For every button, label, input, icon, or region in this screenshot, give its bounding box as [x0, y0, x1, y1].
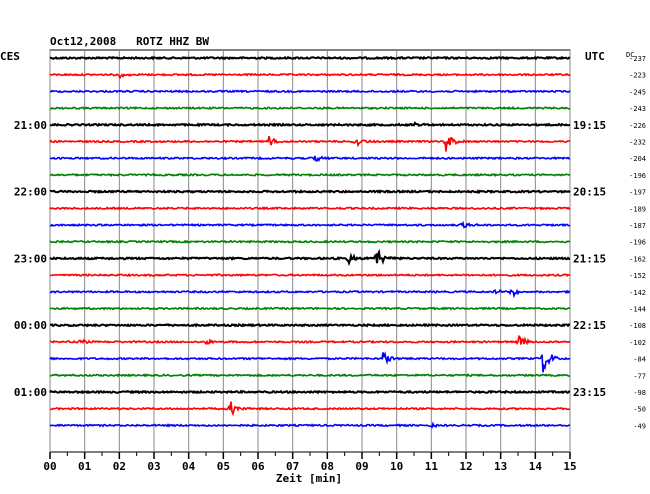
left-time-label: 00:00 [14, 319, 47, 332]
left-time-label: 22:00 [14, 186, 47, 199]
x-tick-label: 02 [113, 460, 126, 473]
dc-offset-label: -245 [629, 88, 646, 96]
seismic-trace [49, 248, 571, 267]
chart-title: Oct12,2008 ROTZ HHZ BW [50, 35, 209, 48]
x-tick-label: 05 [217, 460, 230, 473]
x-tick-label: 11 [425, 460, 439, 473]
dc-offset-label: -162 [629, 255, 646, 263]
seismic-trace [49, 136, 571, 152]
dc-offset-label: -144 [629, 306, 646, 314]
right-time-label: 20:15 [573, 186, 606, 199]
seismic-trace [49, 189, 571, 195]
seismic-trace [49, 105, 571, 111]
right-time-label: 19:15 [573, 119, 606, 132]
x-tick-label: 06 [251, 460, 265, 473]
right-time-label: 21:15 [573, 252, 606, 265]
x-tick-label: 13 [494, 460, 507, 473]
seismic-trace [49, 206, 571, 211]
seismic-trace [49, 401, 571, 417]
x-axis-label: Zeit [min] [276, 472, 342, 485]
left-time-label: 21:00 [14, 119, 47, 132]
seismic-trace [49, 322, 571, 328]
dc-offset-label: -187 [629, 222, 646, 230]
seismic-trace [49, 55, 571, 61]
right-timezone-label: UTC [585, 50, 605, 63]
seismic-trace [50, 121, 571, 128]
seismic-trace [49, 239, 571, 244]
seismic-trace [49, 172, 571, 178]
trace-group [49, 55, 571, 429]
seismic-trace [49, 220, 571, 229]
seismic-trace [49, 373, 570, 378]
left-time-label: 01:00 [14, 386, 47, 399]
x-tick-label: 14 [529, 460, 543, 473]
dc-offset-label: -237 [629, 55, 646, 63]
dc-offset-label: -98 [633, 389, 646, 397]
dc-offset-label: -196 [629, 239, 646, 247]
x-tick-label: 00 [43, 460, 56, 473]
right-time-label: 22:15 [573, 319, 606, 332]
dc-offset-label: -152 [629, 272, 646, 280]
dc-offset-label: -204 [629, 155, 646, 163]
dc-offset-label: -77 [633, 372, 646, 380]
label-group: 00 01 02 03 04 05 06 07 08 09 10 11 12 13 14 15 -237 -223… [14, 55, 646, 473]
seismic-trace [49, 306, 571, 311]
dc-offset-label: -232 [629, 139, 646, 147]
right-time-label: 23:15 [573, 386, 606, 399]
dc-offset-label: -197 [629, 189, 646, 197]
dc-offset-label: -243 [629, 105, 646, 113]
x-tick-label: 04 [182, 460, 196, 473]
dc-offset-label: -108 [629, 322, 646, 330]
seismic-trace [49, 389, 571, 395]
x-tick-label: 07 [286, 460, 299, 473]
dc-offset-label: -189 [629, 205, 646, 213]
seismic-trace [49, 334, 571, 346]
dc-offset-label: -142 [629, 289, 646, 297]
seismic-trace [50, 272, 571, 278]
seismic-trace [49, 288, 571, 299]
seismic-trace [49, 351, 571, 373]
left-timezone-label: CES [0, 50, 20, 63]
x-tick-label: 01 [78, 460, 92, 473]
x-tick-label: 12 [459, 460, 472, 473]
dc-offset-label: -223 [629, 72, 646, 80]
dc-header-label: DC [626, 51, 634, 59]
x-tick-label: 03 [147, 460, 160, 473]
left-time-label: 23:00 [14, 252, 47, 265]
x-tick-label: 09 [355, 460, 368, 473]
seismic-trace [49, 72, 571, 80]
grid-lines [49, 49, 571, 459]
x-tick-label: 10 [390, 460, 403, 473]
dc-offset-label: -102 [629, 339, 646, 347]
seismic-trace [49, 155, 571, 162]
dc-offset-label: -84 [633, 356, 646, 364]
x-tick-label: 15 [563, 460, 576, 473]
dc-offset-label: -196 [629, 172, 646, 180]
seismic-trace [49, 421, 571, 429]
dc-offset-label: -226 [629, 122, 646, 130]
dc-offset-label: -50 [633, 406, 646, 414]
x-tick-label: 08 [321, 460, 334, 473]
dc-offset-label: -49 [633, 422, 646, 430]
seismic-trace [49, 89, 571, 94]
